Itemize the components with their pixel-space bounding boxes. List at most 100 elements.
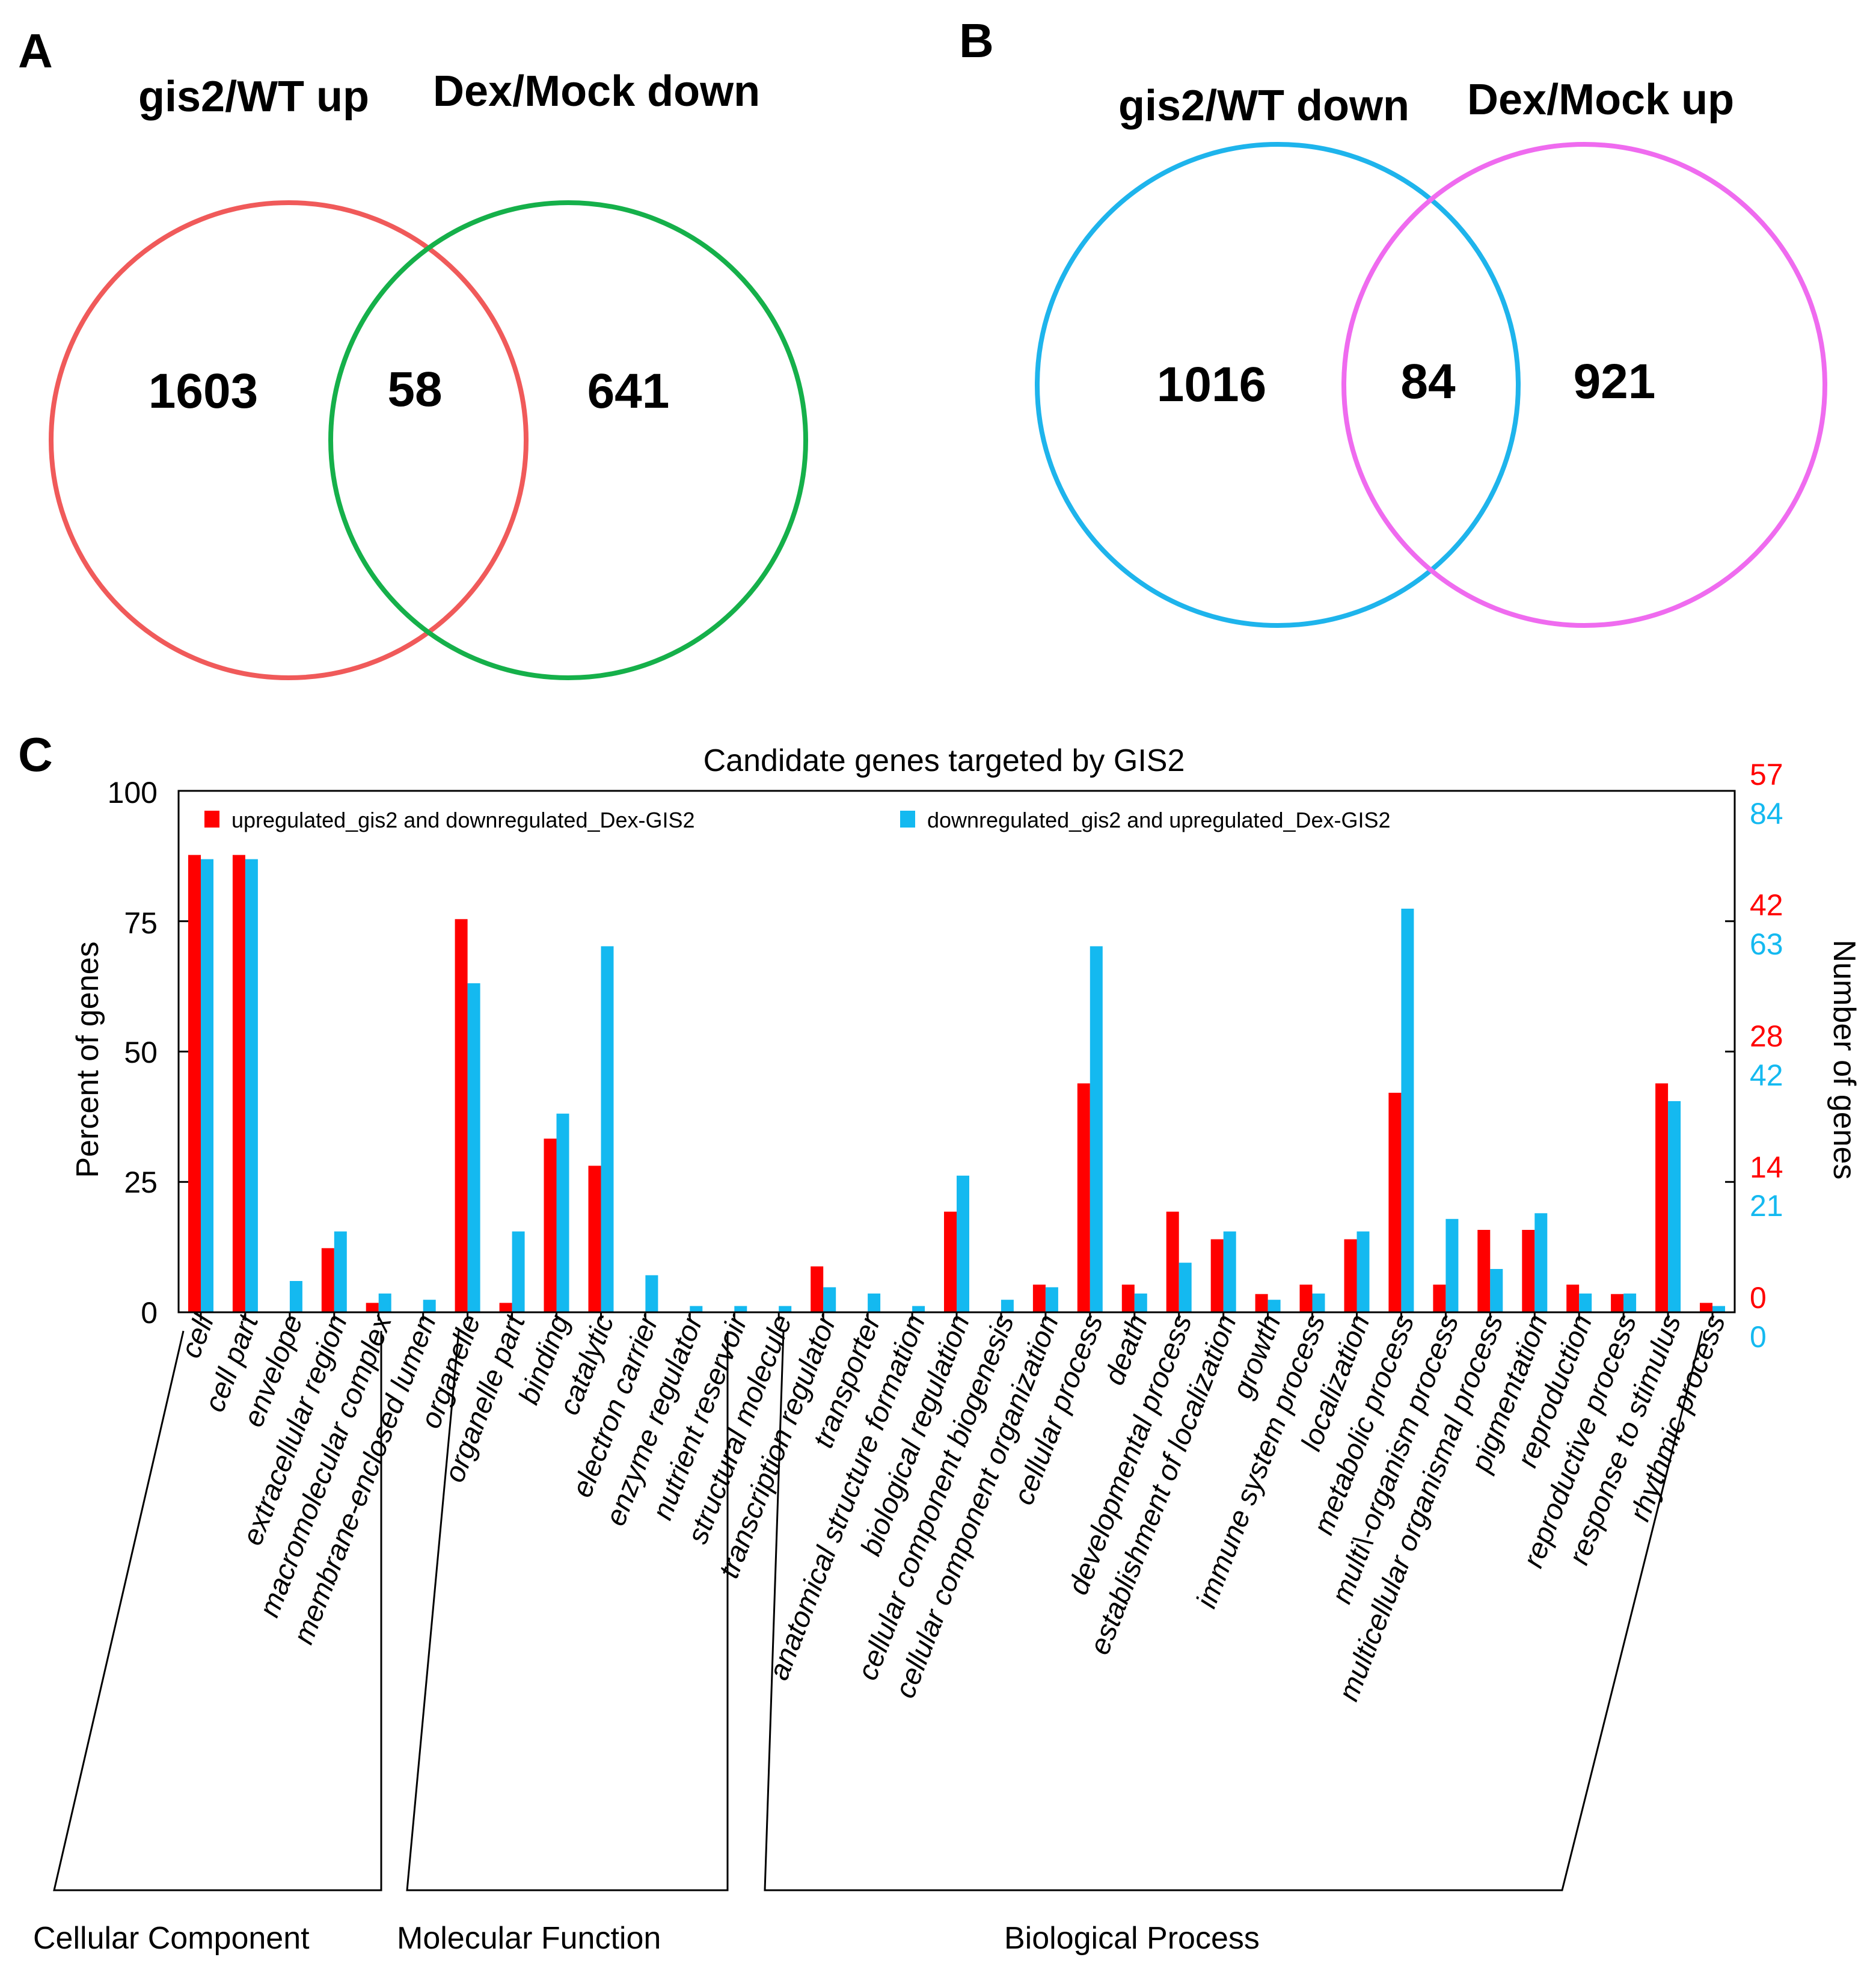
bar-blue [1445, 1218, 1459, 1312]
y-axis-label: Percent of genes [70, 941, 105, 1178]
bar-red [1210, 1239, 1224, 1312]
bar-red [944, 1211, 957, 1312]
bar-red [1433, 1285, 1446, 1312]
venn-b-left-title: gis2/WT down [1118, 82, 1409, 130]
venn-a-left-circle [49, 200, 529, 680]
bar-blue [423, 1300, 436, 1312]
y-tick-label: 100 [108, 776, 158, 809]
bar-blue [1179, 1262, 1192, 1312]
venn-b: B gis2/WT down Dex/Mock up 1016 84 921 [959, 14, 1827, 628]
bar-red [1611, 1294, 1624, 1312]
venn-b-right-title: Dex/Mock up [1467, 76, 1734, 124]
chart-title: Candidate genes targeted by GIS2 [704, 743, 1185, 778]
bar-red [1077, 1083, 1090, 1312]
venn-b-left-circle [1035, 142, 1521, 628]
bar-red [1522, 1230, 1535, 1312]
venn-b-left-count: 1016 [1157, 357, 1266, 412]
bar-blue [201, 859, 213, 1312]
y2-tick-label-blue: 84 [1750, 797, 1783, 831]
y2-tick-label-red: 14 [1750, 1150, 1783, 1184]
bar-blue [868, 1293, 881, 1312]
y2-tick-label-blue: 21 [1750, 1189, 1783, 1223]
bar-blue [1268, 1300, 1281, 1312]
bar-blue [1045, 1287, 1058, 1312]
bar-blue [690, 1306, 703, 1312]
bar-red [455, 919, 468, 1312]
bar-red [366, 1303, 379, 1312]
bar-blue [1090, 946, 1103, 1312]
group-bracket-molecular-function [406, 1330, 729, 1891]
bars [188, 855, 1725, 1312]
legend-swatch-red [204, 811, 219, 828]
y-tick-label: 50 [124, 1036, 158, 1069]
legend-swatch-blue [900, 811, 915, 828]
y-tick-label: 25 [124, 1166, 158, 1199]
bar-red [1388, 1093, 1402, 1312]
bar-blue [289, 1281, 302, 1312]
bar-red [1032, 1285, 1046, 1312]
bar-red [321, 1248, 334, 1312]
venn-a-left-count: 1603 [149, 364, 258, 419]
bar-blue [601, 946, 614, 1312]
panel-c-letter: C [18, 728, 53, 781]
group-bracket-biological-process [764, 1330, 1703, 1891]
bar-blue [823, 1287, 836, 1312]
bar-blue [1490, 1269, 1503, 1312]
bar-blue [245, 859, 258, 1312]
bar-red [1655, 1083, 1669, 1312]
chart-legend: upregulated_gis2 and downregulated_Dex-G… [204, 808, 1391, 832]
venn-b-right-circle [1341, 142, 1827, 628]
y-tick-label: 75 [124, 906, 158, 940]
group-label-biological-process: Biological Process [1004, 1921, 1260, 1956]
bar-red [1121, 1285, 1135, 1312]
bar-chart: C Candidate genes targeted by GIS2 upreg… [18, 728, 1862, 1956]
venn-b-right-count: 921 [1574, 354, 1656, 409]
y-tick-label: 0 [141, 1296, 158, 1330]
bar-blue [334, 1231, 347, 1312]
y-axis-left: 100 75 50 25 0 Percent of genes [70, 776, 158, 1330]
venn-a-right-circle [328, 200, 808, 680]
bar-red [588, 1166, 601, 1312]
bar-blue [912, 1306, 925, 1312]
y-axis-right: 57 84 42 63 28 42 14 21 0 0 Number of ge… [1750, 758, 1862, 1354]
bar-blue [1001, 1300, 1014, 1312]
group-brackets: Cellular Component Molecular Function Bi… [33, 1330, 1703, 1956]
bar-blue [1401, 908, 1414, 1312]
bar-blue [957, 1175, 969, 1312]
bar-red [544, 1138, 557, 1312]
bar-red [1566, 1285, 1580, 1312]
bar-blue [1134, 1293, 1147, 1312]
axis-ticks [179, 790, 1735, 1321]
y2-tick-label-red: 57 [1750, 758, 1783, 791]
y2-tick-label-blue: 0 [1750, 1320, 1767, 1354]
bar-blue [1312, 1293, 1325, 1312]
legend-label-blue: downregulated_gis2 and upregulated_Dex-G… [927, 808, 1391, 832]
bar-red [1700, 1303, 1712, 1312]
y2-tick-label-blue: 42 [1750, 1058, 1783, 1092]
y2-tick-label-red: 0 [1750, 1281, 1767, 1315]
group-label-cellular-component: Cellular Component [33, 1921, 310, 1956]
bar-red [188, 855, 201, 1312]
bar-blue [556, 1113, 569, 1312]
bar-blue [734, 1306, 747, 1312]
bar-red [1477, 1230, 1491, 1312]
y2-axis-label: Number of genes [1827, 940, 1862, 1180]
y2-tick-label-blue: 63 [1750, 927, 1783, 961]
bar-red [1255, 1294, 1268, 1312]
legend-label-red: upregulated_gis2 and downregulated_Dex-G… [231, 808, 695, 832]
bar-red [1166, 1211, 1179, 1312]
venn-a: A gis2/WT up Dex/Mock down 1603 58 641 [18, 24, 808, 680]
bar-blue [1534, 1213, 1548, 1312]
group-bracket-cellular-component [53, 1330, 382, 1891]
bar-blue [1712, 1306, 1725, 1312]
bar-blue [378, 1293, 391, 1312]
bar-blue [467, 983, 480, 1312]
venn-a-overlap-count: 58 [387, 362, 442, 417]
panel-b-letter: B [959, 14, 994, 67]
bar-blue [1668, 1101, 1681, 1312]
venn-a-right-title: Dex/Mock down [433, 67, 760, 115]
bar-blue [779, 1306, 792, 1312]
group-label-molecular-function: Molecular Function [397, 1921, 661, 1956]
